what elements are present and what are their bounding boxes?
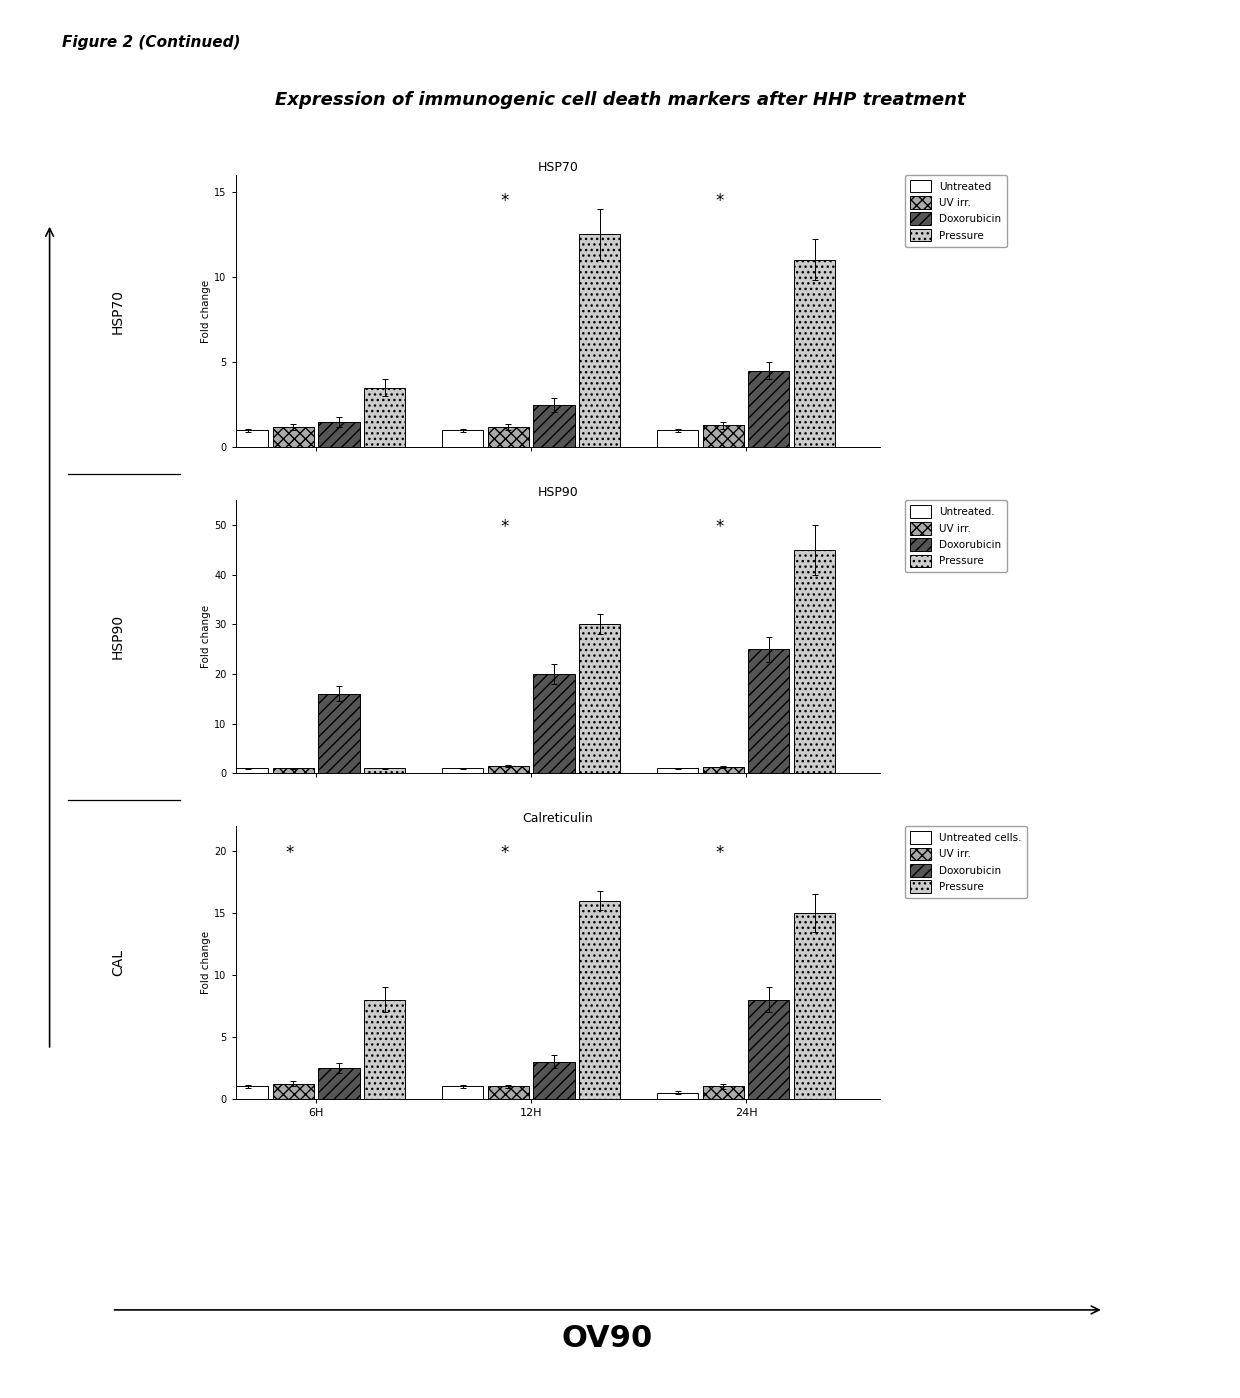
Legend: Untreated, UV irr., Doxorubicin, Pressure: Untreated, UV irr., Doxorubicin, Pressur… [905, 175, 1007, 246]
Title: Calreticulin: Calreticulin [522, 812, 594, 825]
Legend: Untreated cells., UV irr., Doxorubicin, Pressure: Untreated cells., UV irr., Doxorubicin, … [905, 826, 1027, 898]
Bar [227, 1086, 268, 1099]
Bar [657, 1093, 698, 1099]
Bar [657, 768, 698, 773]
Bar [227, 768, 268, 773]
Bar [749, 370, 790, 447]
Title: HSP90: HSP90 [538, 487, 578, 499]
Bar [579, 625, 620, 773]
Y-axis label: Fold change: Fold change [201, 605, 211, 668]
Bar [365, 1000, 405, 1099]
Legend: Untreated., UV irr., Doxorubicin, Pressure: Untreated., UV irr., Doxorubicin, Pressu… [905, 500, 1007, 572]
Text: OV90: OV90 [562, 1324, 653, 1353]
Text: *: * [500, 843, 508, 861]
Text: Figure 2 (Continued): Figure 2 (Continued) [62, 35, 241, 50]
Bar [443, 768, 484, 773]
Bar [703, 1086, 744, 1099]
Bar [657, 431, 698, 447]
Bar [533, 674, 574, 773]
Bar [749, 649, 790, 773]
Text: HSP90: HSP90 [110, 614, 125, 660]
Text: *: * [715, 192, 723, 210]
Text: *: * [500, 192, 508, 210]
Text: *: * [500, 517, 508, 535]
Bar [749, 1000, 790, 1099]
Bar [273, 426, 314, 447]
Bar [794, 913, 835, 1099]
Text: CAL: CAL [110, 949, 125, 976]
Bar [579, 900, 620, 1099]
Bar [794, 549, 835, 773]
Bar [227, 431, 268, 447]
Bar [487, 426, 528, 447]
Bar [443, 1086, 484, 1099]
Text: *: * [715, 843, 723, 861]
Text: *: * [285, 843, 294, 861]
Y-axis label: Fold change: Fold change [201, 280, 211, 343]
Bar [273, 1083, 314, 1099]
Bar [365, 387, 405, 447]
Bar [319, 693, 360, 773]
Bar [703, 425, 744, 447]
Bar [487, 766, 528, 773]
Text: Expression of immunogenic cell death markers after HHP treatment: Expression of immunogenic cell death mar… [275, 91, 965, 109]
Title: HSP70: HSP70 [538, 161, 578, 173]
Bar [365, 768, 405, 773]
Bar [443, 431, 484, 447]
Bar [794, 260, 835, 447]
Bar [273, 768, 314, 773]
Bar [533, 405, 574, 447]
Text: HSP70: HSP70 [110, 288, 125, 334]
Bar [319, 422, 360, 447]
Bar [703, 768, 744, 773]
Bar [579, 235, 620, 447]
Bar [533, 1061, 574, 1099]
Y-axis label: Fold change: Fold change [201, 931, 211, 994]
Bar [487, 1086, 528, 1099]
Text: *: * [715, 517, 723, 535]
Bar [319, 1068, 360, 1099]
